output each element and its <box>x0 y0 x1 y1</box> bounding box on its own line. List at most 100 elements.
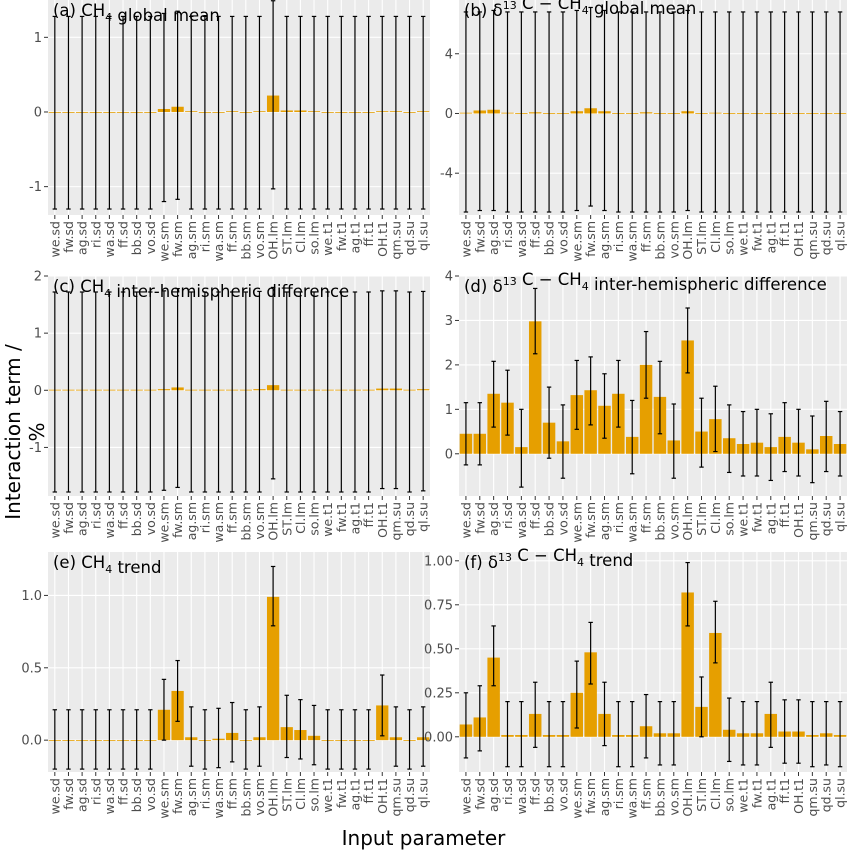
error-bar-we.sm <box>161 678 167 741</box>
x-tick-label: ri.sm <box>611 778 626 809</box>
panel-title-part: trend <box>584 551 633 570</box>
error-bar-bb.sm <box>657 11 663 213</box>
error-bar-ff.t1 <box>366 291 371 493</box>
x-tick-label: ff.sm <box>225 778 240 809</box>
x-tick-label: ag.sd <box>486 221 501 255</box>
x-tick-label: we.sd <box>47 778 62 814</box>
x-tick-label: ff.sd <box>116 502 131 529</box>
x-tick-label: ST.lm <box>279 778 294 812</box>
error-bar-wa.sm <box>216 291 221 493</box>
error-bar-ag.sd <box>491 360 496 428</box>
error-bar-qm.su <box>393 290 399 490</box>
x-tick-label: OH.t1 <box>791 221 806 257</box>
x-tick-label: bb.sd <box>542 778 557 812</box>
error-bar-qm.su <box>810 11 815 213</box>
error-bar-ri.sm <box>202 291 208 493</box>
y-tick-label: 0.0 <box>21 734 42 749</box>
error-bar-vo.sm <box>257 706 262 767</box>
x-tick-label: ag.t1 <box>347 221 362 253</box>
error-bar-we.sm <box>161 290 167 491</box>
error-bar-wa.sm <box>630 11 635 213</box>
panel-title-part: 13 <box>498 551 512 564</box>
panel-title: (f) δ13 C − CH4 trend <box>464 546 633 572</box>
x-tick-label: ST.lm <box>279 502 294 536</box>
x-tick-label: fw.sm <box>583 221 598 257</box>
x-tick-label: ri.sd <box>500 221 515 248</box>
error-bar-wa.sm <box>216 15 221 210</box>
error-bar-ag.sd <box>491 625 496 687</box>
bar-OH.lm <box>681 592 694 737</box>
y-tick-label: 1.00 <box>424 554 453 569</box>
x-tick-label: OH.t1 <box>791 778 806 814</box>
error-bar-we.t1 <box>325 15 330 210</box>
x-tick-label: ag.t1 <box>763 221 778 253</box>
error-bar-bb.sd <box>546 700 552 768</box>
error-bar-so.lm <box>727 11 732 213</box>
x-tick-label: ri.sm <box>197 221 212 252</box>
x-tick-label: vo.sm <box>666 778 681 816</box>
error-bar-ag.sm <box>602 373 607 439</box>
error-bar-we.t1 <box>325 709 330 770</box>
error-bar-ag.t1 <box>768 413 773 482</box>
x-tick-label: Cl.lm <box>293 502 308 534</box>
x-tick-label: so.lm <box>307 221 322 255</box>
error-bar-ri.sd <box>505 369 510 436</box>
x-tick-label: ff.t1 <box>777 502 792 527</box>
error-bar-ri.sd <box>93 709 98 770</box>
x-tick-label: fw.t1 <box>749 221 764 251</box>
x-tick-label: we.sm <box>569 221 584 262</box>
x-tick-label: wa.sd <box>514 778 529 814</box>
x-tick-label: ff.sd <box>116 778 131 805</box>
error-bar-wa.sm <box>630 700 635 768</box>
error-bar-Cl.lm <box>298 15 303 210</box>
error-bar-we.sm <box>574 660 579 729</box>
x-tick-label: so.lm <box>307 778 322 812</box>
x-tick-label: ff.sm <box>639 221 654 252</box>
panel-a: -101we.sdfw.sdag.sdri.sdwa.sdff.sdbb.sdv… <box>29 0 431 262</box>
error-bar-ff.sm <box>643 693 649 759</box>
error-bar-fw.sm <box>175 659 180 722</box>
x-tick-label: bb.sm <box>652 778 667 817</box>
error-bar-wa.sd <box>107 709 112 770</box>
x-tick-label: OH.lm <box>680 502 695 541</box>
error-bar-ST.lm <box>699 397 704 468</box>
y-tick-label: 0.25 <box>424 686 453 701</box>
x-tick-label: vo.sd <box>143 778 158 811</box>
x-tick-label: fw.t1 <box>749 502 764 532</box>
panel-title-part: (d) δ <box>464 277 503 296</box>
x-tick-label: fw.sd <box>61 221 76 253</box>
x-tick-label: OH.lm <box>266 502 281 541</box>
error-bar-ql.su <box>837 700 843 768</box>
error-bar-fw.t1 <box>339 709 344 770</box>
x-tick-label: fw.sm <box>583 502 598 538</box>
x-tick-label: ff.sd <box>528 502 543 529</box>
error-bar-ri.sm <box>202 709 208 770</box>
x-tick-label: ql.su <box>833 221 847 251</box>
x-tick-label: so.lm <box>722 778 737 812</box>
panel-background <box>459 552 847 772</box>
error-bar-ff.t1 <box>782 699 787 764</box>
x-tick-label: vo.sm <box>666 502 681 540</box>
error-bar-ri.sm <box>616 11 621 213</box>
x-tick-label: we.t1 <box>320 778 335 813</box>
x-tick-label: ri.sd <box>500 502 515 529</box>
error-bar-fw.sm <box>588 6 593 207</box>
bar-OH.lm <box>681 340 694 454</box>
error-bar-ri.sd <box>505 700 510 768</box>
panel-title-part: global mean <box>112 6 220 25</box>
y-tick-label: -4 <box>440 167 453 182</box>
x-tick-label: vo.sd <box>555 778 570 811</box>
error-bar-OH.t1 <box>796 699 801 764</box>
x-tick-label: vo.sm <box>252 502 267 540</box>
error-bar-vo.sd <box>148 15 153 210</box>
panel-title-part: global mean <box>589 0 697 18</box>
y-tick-label: 0.50 <box>424 642 453 657</box>
error-bar-bb.sd <box>134 709 139 770</box>
x-tick-label: wa.sm <box>211 502 226 543</box>
error-bar-Cl.lm <box>298 699 303 760</box>
x-tick-label: ag.sd <box>75 502 90 536</box>
x-tick-label: bb.sd <box>129 778 144 812</box>
x-tick-label: fw.t1 <box>749 778 764 808</box>
error-bar-fw.sm <box>175 287 180 489</box>
x-tick-label: OH.t1 <box>375 221 390 257</box>
